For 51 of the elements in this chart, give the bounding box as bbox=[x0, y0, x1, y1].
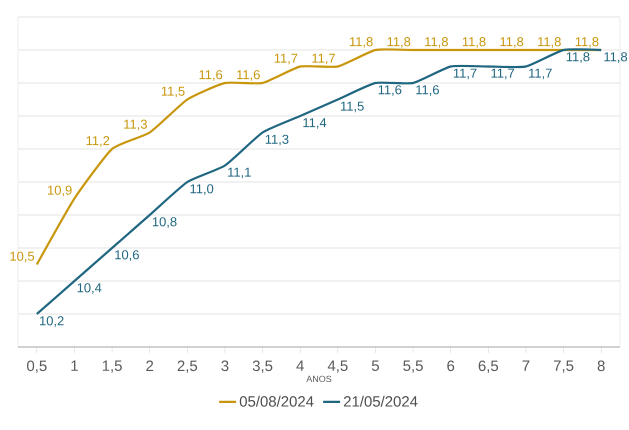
data-label: 11,8 bbox=[538, 37, 561, 48]
data-label: 10,2 bbox=[40, 316, 64, 327]
data-label: 11,7 bbox=[274, 54, 298, 64]
data-label: 11,8 bbox=[388, 37, 410, 48]
x-tick-label: 1 bbox=[71, 360, 78, 371]
data-label: 11,7 bbox=[492, 68, 514, 80]
x-tick-label: 3 bbox=[221, 360, 228, 372]
x-tick-label: 5,5 bbox=[403, 360, 423, 373]
data-label: 11,5 bbox=[341, 102, 364, 112]
data-label: 11,8 bbox=[462, 37, 486, 48]
x-tick-label: 1,5 bbox=[102, 360, 122, 373]
data-label: 11,7 bbox=[454, 68, 476, 80]
x-tick-label: 7,5 bbox=[554, 360, 574, 373]
data-label: 10,6 bbox=[115, 250, 139, 261]
x-tick-label: 4,5 bbox=[328, 360, 348, 373]
data-label: 11,6 bbox=[199, 70, 222, 81]
x-tick-label: 6,5 bbox=[478, 360, 498, 373]
data-label: 11,7 bbox=[312, 54, 335, 64]
x-tick-label: 5 bbox=[372, 360, 379, 371]
x-tick-label: 3,5 bbox=[252, 360, 272, 373]
data-label: 11,8 bbox=[576, 37, 598, 48]
data-label: 11,5 bbox=[162, 86, 185, 98]
x-tick-label: 2,5 bbox=[178, 360, 198, 373]
data-label: 10,5 bbox=[10, 252, 34, 262]
data-label: 11,3 bbox=[266, 134, 288, 146]
data-label: 11,8 bbox=[604, 52, 628, 63]
data-label: 11,2 bbox=[86, 136, 110, 147]
legend-label: 21/05/2024 bbox=[344, 396, 418, 407]
legend-label: 05/08/2024 bbox=[240, 396, 314, 407]
x-tick-label: 6 bbox=[447, 360, 454, 372]
data-label: 10,8 bbox=[152, 217, 177, 228]
x-axis-title: ANOS bbox=[306, 376, 332, 382]
data-label: 10,4 bbox=[78, 283, 102, 294]
data-label: 11,8 bbox=[350, 37, 373, 48]
data-label: 11,7 bbox=[529, 68, 552, 80]
data-label: 11,1 bbox=[228, 168, 251, 178]
x-tick-label: 0,5 bbox=[27, 360, 47, 373]
data-label: 11,8 bbox=[425, 37, 448, 48]
data-label: 11,8 bbox=[566, 52, 590, 63]
data-label: 11,6 bbox=[378, 85, 402, 96]
data-label: 11,8 bbox=[500, 37, 524, 48]
x-tick-label: 2 bbox=[146, 360, 154, 371]
data-label: 11,3 bbox=[124, 120, 147, 130]
x-tick-label: 8 bbox=[598, 360, 605, 372]
data-label: 11,0 bbox=[190, 184, 214, 195]
x-tick-label: 4 bbox=[296, 360, 304, 371]
data-label: 10,9 bbox=[48, 186, 72, 196]
x-tick-label: 7 bbox=[522, 360, 530, 371]
data-label: 11,4 bbox=[303, 118, 326, 129]
data-label: 11,6 bbox=[416, 85, 439, 96]
data-label: 11,6 bbox=[237, 70, 260, 81]
